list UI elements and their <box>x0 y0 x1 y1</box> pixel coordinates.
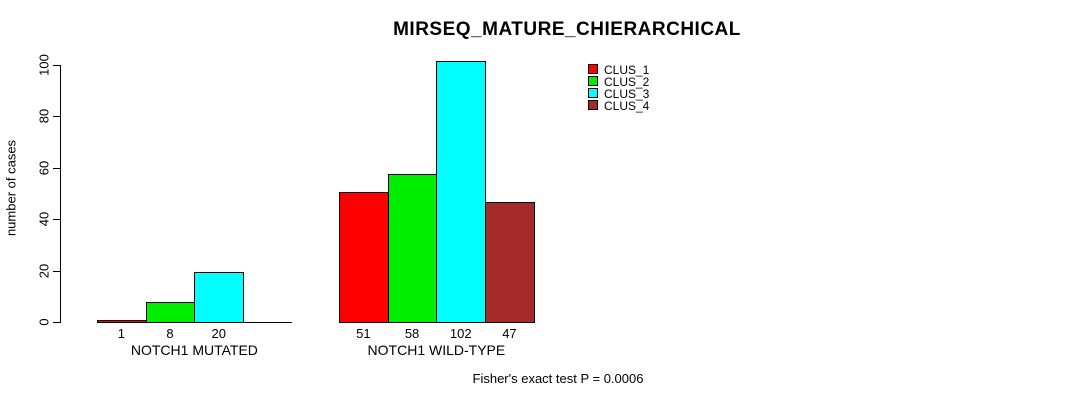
bar-value-label: 1 <box>117 326 125 341</box>
chart-title: MIRSEQ_MATURE_CHIERARCHICAL <box>393 19 741 40</box>
bar <box>485 202 535 323</box>
bar <box>339 192 389 323</box>
annotation-text: Fisher's exact test P = 0.0006 <box>472 371 644 386</box>
group-label: NOTCH1 WILD-TYPE <box>367 342 506 358</box>
bar-value-label: 8 <box>166 326 174 341</box>
legend-swatch <box>588 88 598 98</box>
bar <box>97 320 147 323</box>
legend-swatch <box>588 76 598 86</box>
y-tick <box>53 65 60 66</box>
y-tick <box>53 322 60 323</box>
legend-label: CLUS_2 <box>604 75 650 89</box>
bar-value-label: 58 <box>404 326 420 341</box>
legend-swatch <box>588 100 598 110</box>
y-axis-line <box>60 65 61 323</box>
group-label: NOTCH1 MUTATED <box>130 342 258 358</box>
legend-label: CLUS_1 <box>604 63 650 77</box>
bar-value-label: 47 <box>502 326 517 341</box>
y-tick <box>53 167 60 169</box>
y-axis-title: number of cases <box>3 139 19 237</box>
legend-label: CLUS_3 <box>604 87 650 101</box>
legend-label: CLUS_4 <box>604 99 650 113</box>
legend-item: CLUS_3 <box>588 87 658 101</box>
bar <box>387 174 438 323</box>
y-tick-label: 100 <box>36 54 52 76</box>
legend-swatch <box>588 64 598 74</box>
y-tick-label: 60 <box>36 160 52 176</box>
bar-value-label: 20 <box>211 326 226 341</box>
y-tick-label: 80 <box>36 109 52 124</box>
y-tick <box>53 219 60 221</box>
legend-item: CLUS_2 <box>588 75 658 89</box>
legend-item: CLUS_4 <box>588 99 658 113</box>
legend-item: CLUS_1 <box>588 63 658 77</box>
y-tick <box>53 270 60 272</box>
y-tick-label: 20 <box>36 263 52 278</box>
y-tick-label: 40 <box>36 211 52 227</box>
bar <box>194 272 245 323</box>
bar-value-label: 102 <box>449 326 472 341</box>
y-tick <box>53 116 60 118</box>
y-tick-label: 0 <box>36 318 52 326</box>
bar-value-label: 51 <box>356 326 371 341</box>
bar <box>436 61 487 323</box>
bar <box>145 302 196 323</box>
